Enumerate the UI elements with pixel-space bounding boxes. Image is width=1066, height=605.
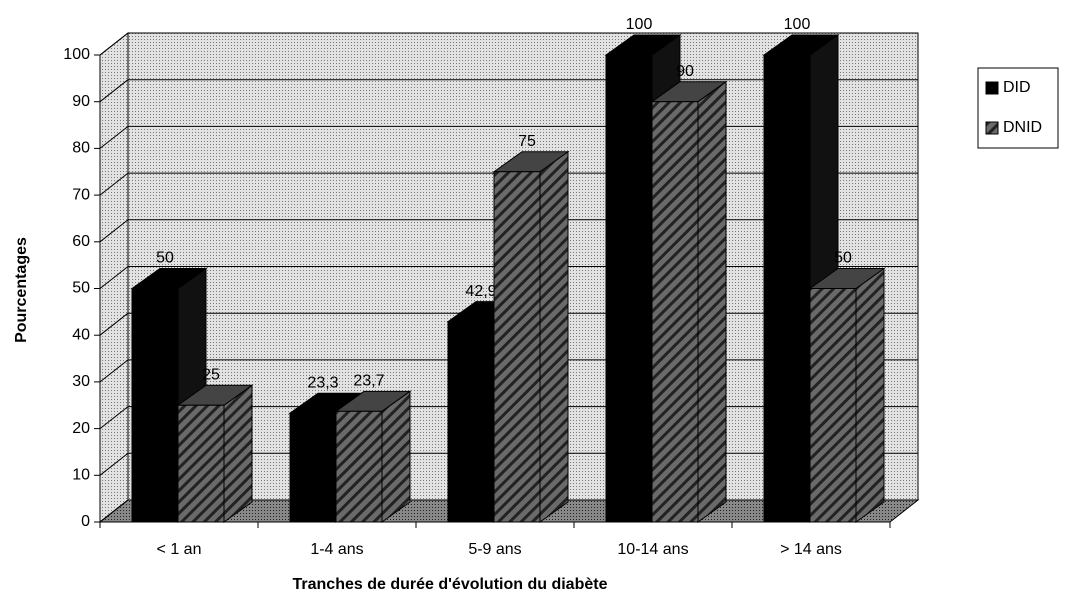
value-label: 42,9 <box>465 283 496 300</box>
y-axis-title: Pourcentages <box>13 237 30 343</box>
value-label: 100 <box>626 16 653 33</box>
grid-line <box>99 452 129 476</box>
bar-front <box>605 54 653 523</box>
grid-line <box>99 32 129 56</box>
y-tick-label: 20 <box>72 420 90 437</box>
bar <box>492 150 570 523</box>
x-tick-label: < 1 an <box>157 541 202 558</box>
legend-label: DID <box>1003 79 1031 96</box>
x-tick-label: 5-9 ans <box>468 541 521 558</box>
y-tick-label: 0 <box>81 513 90 530</box>
bar-side <box>855 267 885 523</box>
bar-side <box>223 384 253 523</box>
x-axis-title: Tranches de durée d'évolution du diabète <box>293 576 608 593</box>
grid-line <box>99 312 129 336</box>
bar-front <box>131 288 179 523</box>
grid-line <box>99 266 129 289</box>
y-tick-label: 60 <box>72 233 90 250</box>
value-label: 75 <box>518 133 536 150</box>
y-tick-label: 70 <box>72 186 90 203</box>
grid-line <box>99 359 129 383</box>
value-label: 100 <box>784 16 811 33</box>
bar-side <box>381 390 411 523</box>
legend-label: DNID <box>1003 119 1042 136</box>
bar-front <box>335 410 383 523</box>
x-tick-label: 1-4 ans <box>310 541 363 558</box>
bar-side <box>697 80 727 523</box>
x-tick-label: 10-14 ans <box>617 541 688 558</box>
bar <box>176 384 254 523</box>
value-label: 23,7 <box>353 373 384 390</box>
bar <box>808 267 886 523</box>
bar-front <box>177 404 225 523</box>
grid-line <box>99 172 129 196</box>
legend-swatch <box>985 121 999 135</box>
x-tick-label: > 14 ans <box>780 541 842 558</box>
value-label: 90 <box>676 63 694 80</box>
value-label: 50 <box>156 250 174 267</box>
bar-front <box>447 321 495 523</box>
grid-line <box>99 499 129 523</box>
grid-line <box>99 79 129 103</box>
grid-line <box>99 126 129 149</box>
value-label: 50 <box>834 250 852 267</box>
legend-swatch <box>985 81 999 95</box>
y-tick-label: 80 <box>72 140 90 157</box>
y-tick-label: 10 <box>72 467 90 484</box>
y-tick-label: 30 <box>72 373 90 390</box>
grid-line <box>99 406 129 429</box>
y-tick-label: 90 <box>72 93 90 110</box>
y-tick-label: 50 <box>72 280 90 297</box>
bar-front <box>809 288 857 523</box>
y-tick-label: 40 <box>72 326 90 343</box>
bar-front <box>493 171 541 523</box>
y-tick-label: 100 <box>63 46 90 63</box>
bar <box>334 390 412 523</box>
legend: DID DNID <box>977 67 1059 149</box>
value-label: 25 <box>202 366 220 383</box>
grid-line <box>99 219 129 243</box>
bar <box>650 80 728 523</box>
bar-front <box>763 54 811 523</box>
bar-front <box>651 101 699 523</box>
value-label: 23,3 <box>307 374 338 391</box>
legend-frame <box>977 67 1059 149</box>
bar-front <box>289 412 337 523</box>
bar-side <box>539 150 569 523</box>
